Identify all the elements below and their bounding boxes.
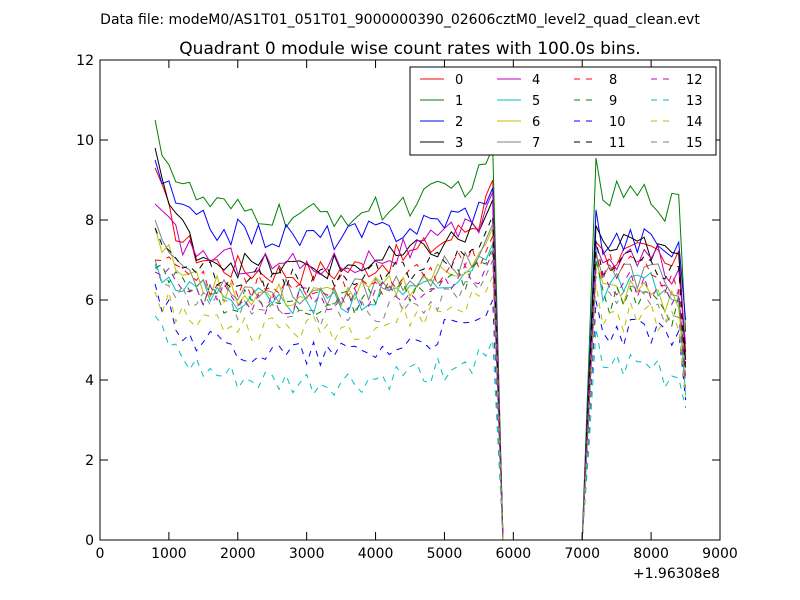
series-line-11 <box>154 215 687 540</box>
y-tick-label: 2 <box>85 453 94 469</box>
legend-label-2: 2 <box>455 115 463 130</box>
legend-label-14: 14 <box>686 115 703 130</box>
y-tick-label: 0 <box>85 533 94 549</box>
legend-label-5: 5 <box>532 94 540 109</box>
legend-label-11: 11 <box>609 136 626 151</box>
series-line-3 <box>154 147 687 540</box>
series-line-14 <box>154 275 687 540</box>
series-line-8 <box>155 235 687 540</box>
series-line-0 <box>154 167 687 540</box>
legend-label-0: 0 <box>455 73 463 88</box>
legend-label-6: 6 <box>532 115 540 130</box>
axis-layer: 0 1000 2000 3000 4000 5000 6000 7000 8000 9000 0 2 4… <box>76 53 738 562</box>
x-tick-label: 9000 <box>702 546 738 562</box>
legend-label-8: 8 <box>609 73 617 88</box>
series-line-15 <box>154 259 687 540</box>
series-line-10 <box>154 283 687 540</box>
legend-label-10: 10 <box>609 115 626 130</box>
x-tick-label: 0 <box>96 546 105 562</box>
legend-box <box>409 66 717 156</box>
x-tick-label: 4000 <box>358 546 394 562</box>
x-tick-label: 3000 <box>289 546 325 562</box>
chart-suptitle: Data file: modeM0/AS1T01_051T01_90000003… <box>100 12 700 28</box>
legend-label-12: 12 <box>686 73 703 88</box>
x-tick-label: 1000 <box>151 546 187 562</box>
legend-label-13: 13 <box>686 94 703 109</box>
series-line-6 <box>154 227 687 540</box>
legend-label-4: 4 <box>532 73 540 88</box>
y-tick-label: 4 <box>85 373 94 389</box>
x-tick-label: 5000 <box>427 546 463 562</box>
x-tick-label: 7000 <box>564 546 600 562</box>
y-tick-label: 10 <box>76 133 94 149</box>
y-tick-label: 6 <box>85 293 94 309</box>
legend-label-3: 3 <box>455 136 463 151</box>
x-tick-label: 2000 <box>220 546 256 562</box>
x-tick-label: 8000 <box>633 546 669 562</box>
y-tick-label: 12 <box>76 53 94 69</box>
legend-label-9: 9 <box>609 94 617 109</box>
series-line-2 <box>154 159 687 540</box>
x-offset-label: +1.96308e8 <box>633 566 720 582</box>
chart-title: Quadrant 0 module wise count rates with … <box>179 39 640 59</box>
series-line-1 <box>154 119 687 540</box>
series-line-13 <box>154 315 687 540</box>
y-tick-label: 8 <box>85 213 94 229</box>
series-layer <box>154 119 687 540</box>
legend-label-7: 7 <box>532 136 540 151</box>
x-tick-label: 6000 <box>496 546 532 562</box>
legend-label-15: 15 <box>686 136 703 151</box>
legend-label-1: 1 <box>455 94 463 109</box>
